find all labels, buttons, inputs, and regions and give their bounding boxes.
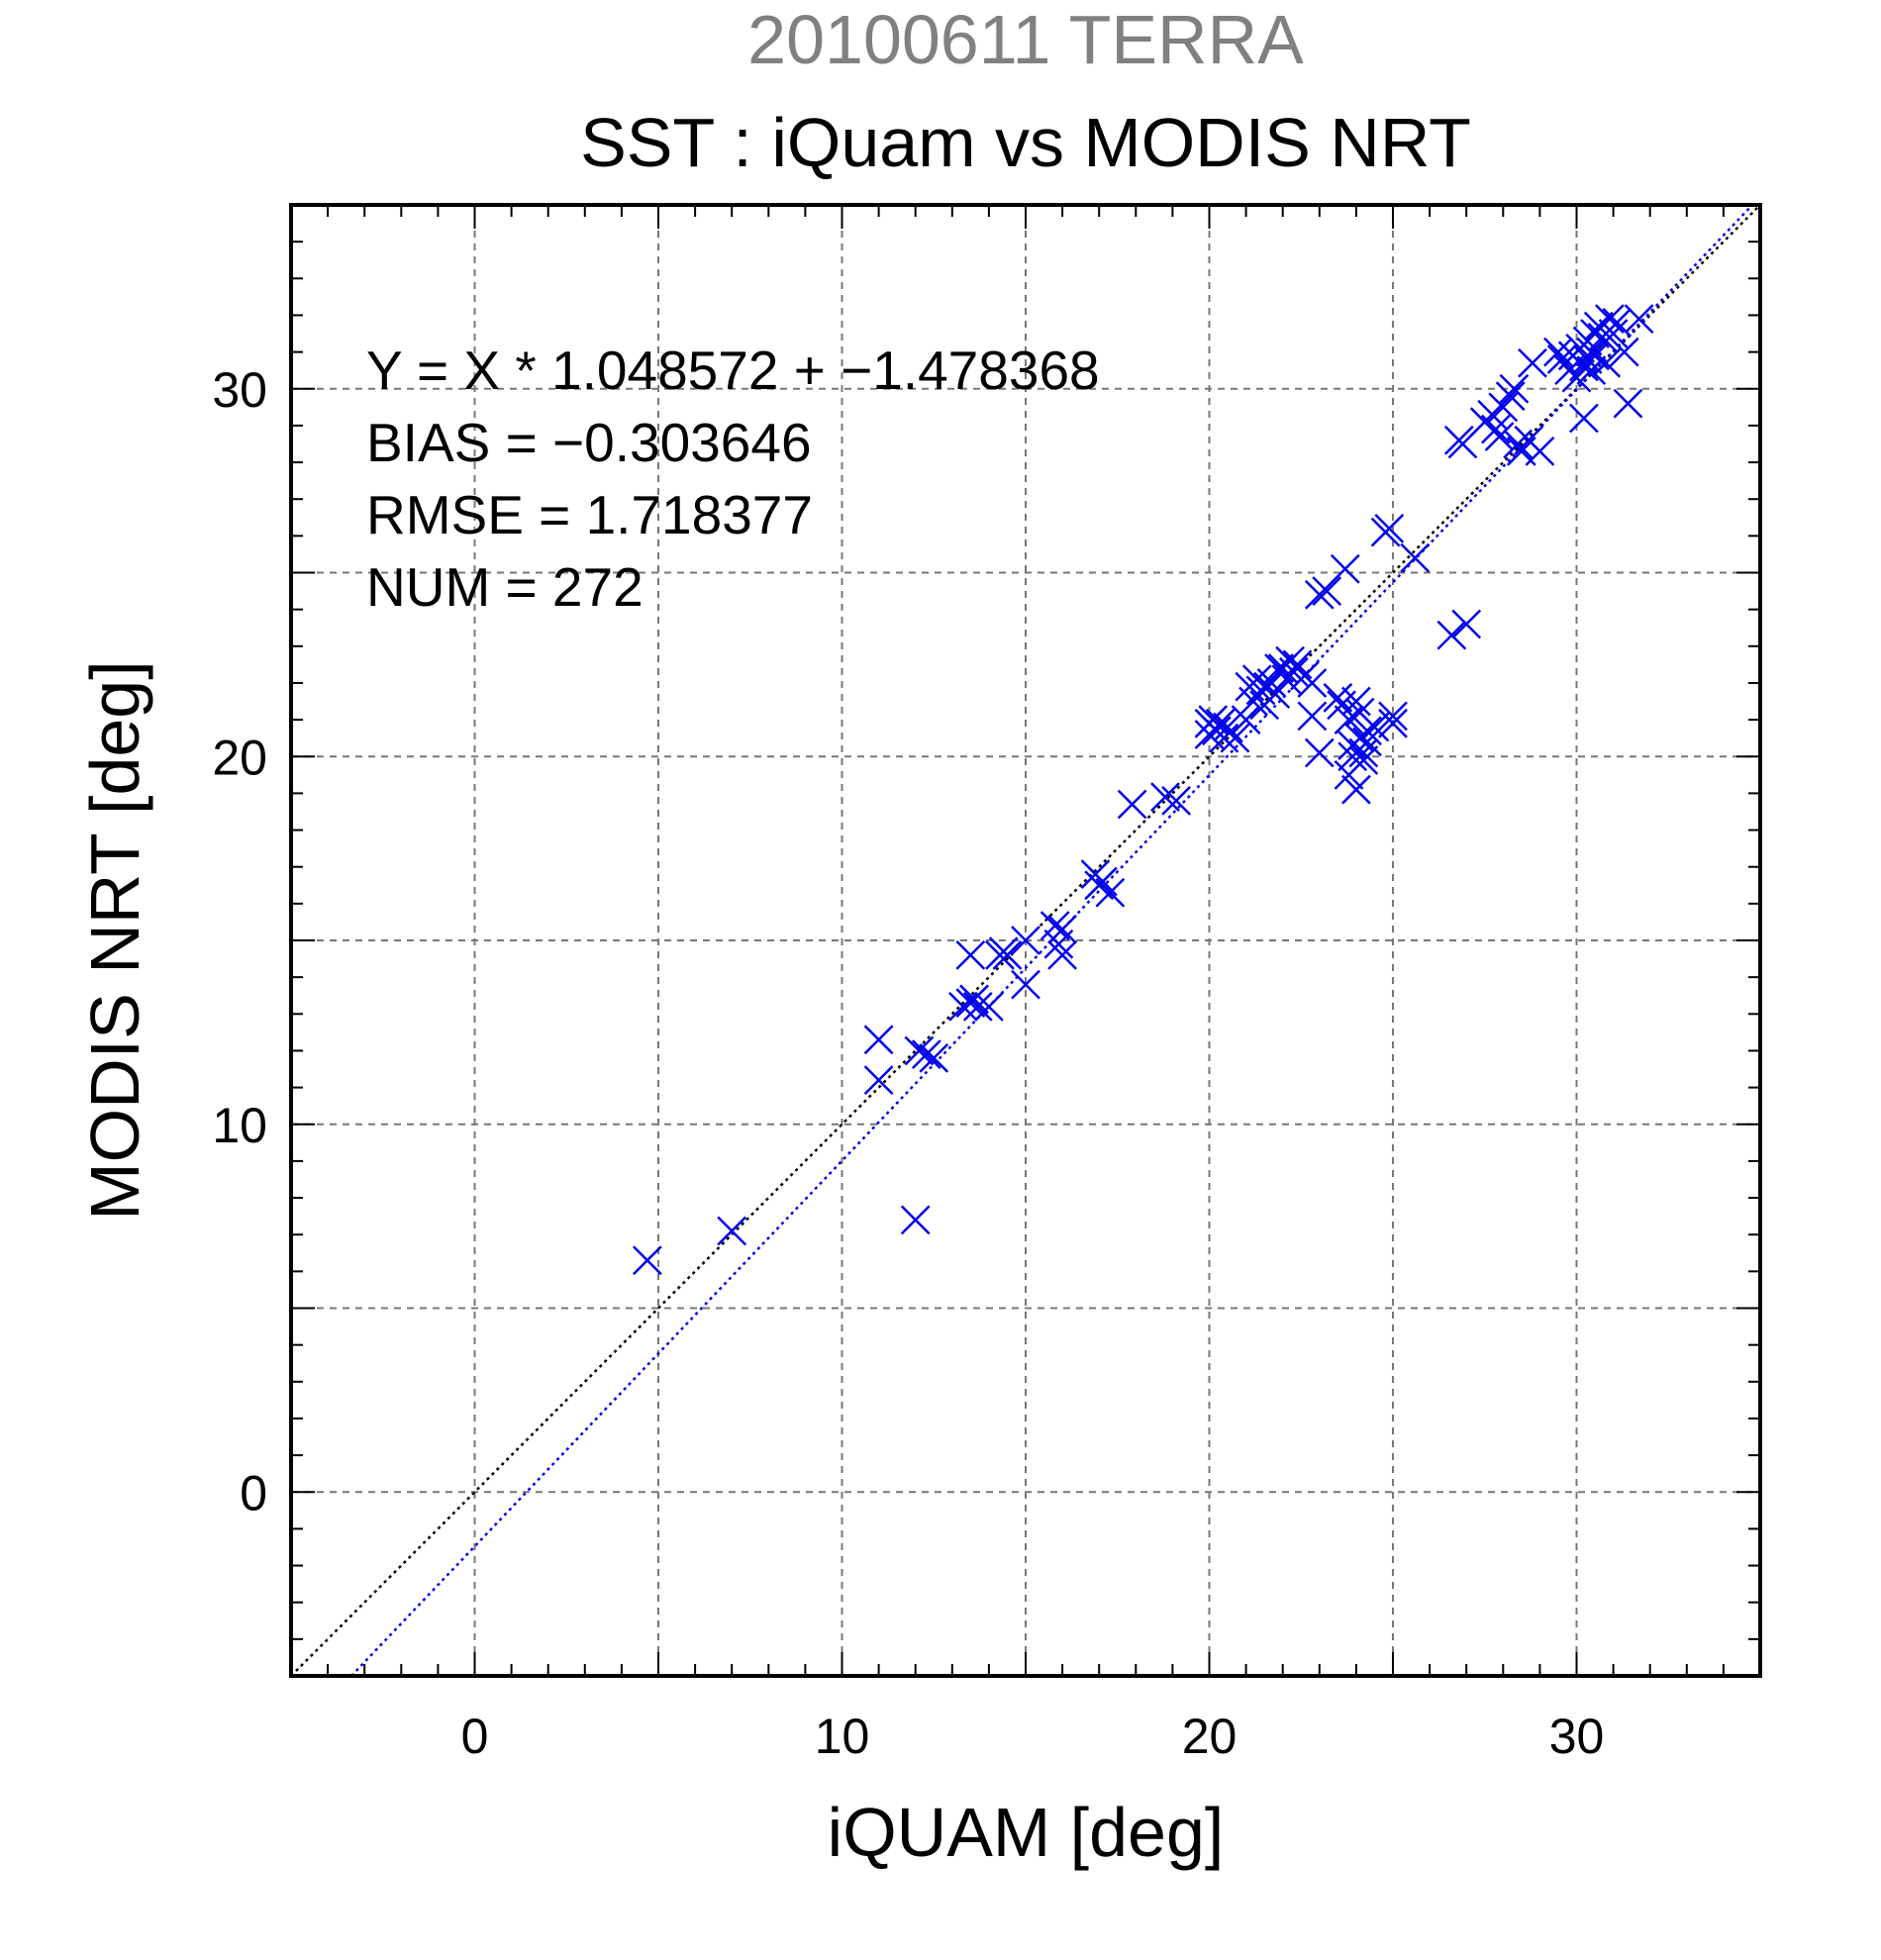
data-point: [1525, 437, 1555, 466]
data-point: [974, 991, 1004, 1022]
data-point: [632, 1245, 662, 1276]
data-point: [1378, 701, 1408, 732]
data-point: [1220, 723, 1250, 753]
rmse-stat: RMSE = 1.718377: [366, 484, 813, 545]
data-point: [1304, 579, 1335, 610]
data-point: [900, 1205, 931, 1235]
data-point: [1150, 782, 1180, 812]
data-point: [919, 1042, 949, 1073]
num-stat: NUM = 272: [366, 556, 644, 618]
data-point: [1613, 388, 1643, 419]
data-point: [962, 991, 993, 1022]
x-tick-label: 0: [461, 1709, 489, 1764]
data-point: [992, 939, 1023, 970]
data-point: [1260, 679, 1291, 709]
data-point: [1569, 403, 1599, 434]
data-point: [1609, 337, 1639, 367]
data-point: [1480, 414, 1511, 444]
y-tick-label: 20: [212, 730, 267, 785]
x-tick-label: 30: [1549, 1709, 1605, 1764]
data-point: [1117, 789, 1147, 820]
data-point: [1297, 701, 1328, 732]
data-point: [1323, 682, 1353, 713]
data-point: [1503, 429, 1534, 459]
data-point: [1624, 304, 1654, 335]
data-point: [863, 1025, 894, 1055]
chart-title: SST : iQuam vs MODIS NRT: [580, 104, 1471, 181]
data-points: [632, 304, 1654, 1276]
data-point: [1484, 422, 1515, 451]
data-point: [1495, 381, 1526, 412]
data-point: [1209, 723, 1239, 753]
y-tick-label: 10: [212, 1098, 267, 1153]
data-point: [1040, 911, 1070, 941]
data-point: [1359, 712, 1390, 742]
data-point: [1304, 737, 1335, 768]
data-point: [1598, 319, 1629, 348]
data-point: [863, 1065, 894, 1096]
data-point: [717, 1216, 747, 1246]
data-point: [1312, 576, 1342, 606]
x-tick-label: 20: [1182, 1709, 1238, 1764]
data-point: [1341, 686, 1371, 717]
data-point: [955, 939, 986, 970]
axis-ticks: 0 10 20 30 0 10 20 30: [212, 204, 1761, 1764]
data-point: [1451, 609, 1482, 639]
data-point: [1341, 774, 1371, 805]
data-point: [1348, 745, 1379, 775]
data-point: [1352, 727, 1382, 757]
data-point: [1400, 542, 1431, 573]
data-point: [1011, 969, 1040, 1000]
regression-equation: Y = X * 1.048572 + −1.478368: [366, 340, 1100, 401]
data-point: [904, 1035, 935, 1066]
data-point: [1047, 939, 1077, 970]
chart-subtitle: 20100611 TERRA: [747, 1, 1304, 78]
data-point: [1161, 785, 1191, 816]
y-axis-title: MODIS NRT [deg]: [76, 660, 153, 1220]
data-point: [1011, 926, 1040, 955]
data-point: [1330, 553, 1360, 584]
data-point: [1198, 705, 1229, 735]
data-point: [1278, 656, 1309, 687]
data-point: [1572, 344, 1603, 374]
data-point: [911, 1039, 941, 1070]
data-point: [1352, 716, 1382, 746]
y-tick-label: 0: [240, 1465, 267, 1520]
data-point: [1518, 347, 1547, 378]
data-point: [959, 984, 989, 1015]
data-point: [1231, 705, 1261, 735]
data-point: [1436, 620, 1467, 650]
data-point: [1374, 514, 1405, 543]
data-point: [1499, 373, 1530, 404]
data-point: [1095, 877, 1126, 908]
data-point: [1378, 708, 1408, 738]
data-point: [1047, 914, 1077, 944]
x-axis-title: iQUAM [deg]: [828, 1794, 1225, 1871]
data-point: [1591, 347, 1622, 378]
data-point: [1297, 668, 1328, 698]
y-tick-label: 30: [212, 362, 267, 418]
bias-stat: BIAS = −0.303646: [366, 412, 812, 473]
x-tick-label: 10: [815, 1709, 870, 1764]
